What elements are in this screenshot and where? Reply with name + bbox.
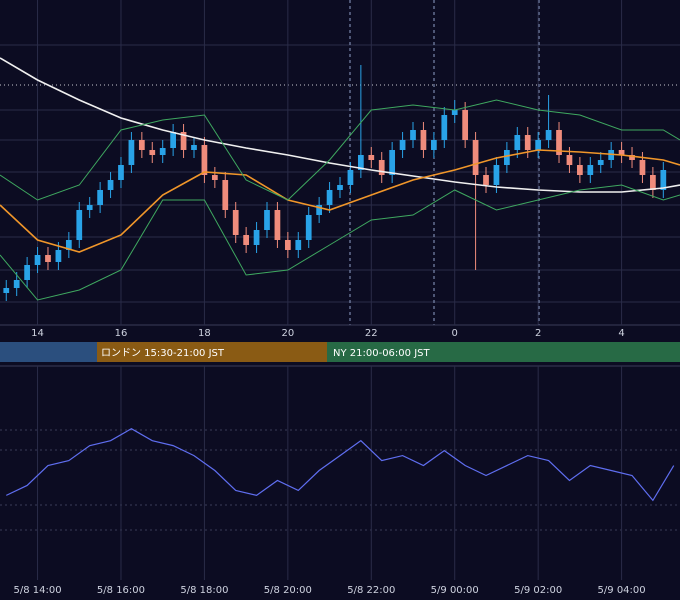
candle-body bbox=[420, 130, 427, 150]
indicator-line bbox=[0, 149, 680, 253]
candle-body bbox=[201, 145, 208, 175]
indicator-line bbox=[0, 184, 680, 301]
candle-body bbox=[264, 210, 270, 230]
x-tick-label: 5/9 00:00 bbox=[431, 585, 479, 596]
candle-body bbox=[76, 210, 83, 240]
candle-body bbox=[577, 165, 583, 175]
candle-body bbox=[535, 140, 542, 150]
candle-body bbox=[180, 132, 187, 150]
candle-body bbox=[430, 140, 437, 150]
candle-body bbox=[462, 110, 469, 140]
candle-body bbox=[316, 205, 323, 215]
candle-body bbox=[305, 215, 312, 240]
x-tick-label: 5/9 04:00 bbox=[598, 585, 646, 596]
candle-body bbox=[545, 130, 552, 140]
candle-body bbox=[138, 140, 145, 150]
candle-body bbox=[524, 135, 531, 150]
x-tick-label: 4 bbox=[618, 328, 624, 339]
candle-body bbox=[55, 250, 62, 262]
candle-body bbox=[410, 130, 416, 140]
x-tick-label: 16 bbox=[115, 328, 128, 339]
osc-line bbox=[5, 428, 675, 502]
candle-body bbox=[3, 288, 10, 293]
session-lines bbox=[349, 0, 540, 325]
candle-body bbox=[128, 140, 135, 165]
candle-body bbox=[24, 265, 30, 280]
candle-body bbox=[399, 140, 406, 150]
candle-body bbox=[13, 280, 20, 288]
candle-body bbox=[514, 135, 521, 150]
candle-body bbox=[45, 255, 51, 262]
candle-body bbox=[472, 140, 479, 175]
x-tick-label: 5/8 18:00 bbox=[180, 585, 228, 596]
candle-body bbox=[337, 185, 343, 190]
candle-body bbox=[222, 180, 229, 210]
x-tick-label: 5/9 02:00 bbox=[514, 585, 562, 596]
session-asia bbox=[0, 342, 97, 362]
candle-body bbox=[253, 230, 260, 245]
x-tick-label: 14 bbox=[31, 328, 44, 339]
candle-body bbox=[159, 148, 166, 155]
candle-body bbox=[441, 115, 448, 140]
candle-body bbox=[274, 210, 281, 240]
candle-body bbox=[650, 175, 656, 190]
x-tick-label: 5/8 20:00 bbox=[264, 585, 312, 596]
candle-body bbox=[107, 180, 114, 190]
candle-body bbox=[378, 160, 385, 175]
candle-body bbox=[639, 160, 646, 175]
candle-body bbox=[618, 150, 625, 155]
x-tick-label: 5/8 16:00 bbox=[97, 585, 145, 596]
indicator-line bbox=[0, 99, 680, 201]
candle-body bbox=[170, 132, 176, 148]
candle-body bbox=[629, 155, 635, 160]
candle-body bbox=[556, 130, 562, 155]
candle-body bbox=[326, 190, 333, 205]
candle-body bbox=[504, 150, 510, 165]
candle-body bbox=[232, 210, 239, 235]
x-tick-label: 22 bbox=[365, 328, 378, 339]
session-ny bbox=[327, 342, 680, 362]
candle-body bbox=[357, 155, 364, 170]
indicator-line bbox=[0, 57, 680, 193]
candle-body bbox=[65, 240, 72, 250]
candle-body bbox=[368, 155, 375, 160]
x-tick-label: 18 bbox=[198, 328, 211, 339]
candle-body bbox=[451, 110, 458, 115]
candle-body bbox=[284, 240, 291, 250]
x-tick-label: 0 bbox=[452, 328, 458, 339]
session-label: NY 21:00-06:00 JST bbox=[333, 348, 430, 359]
candle-body bbox=[483, 175, 489, 185]
candle-body bbox=[86, 205, 93, 210]
candle-body bbox=[97, 190, 103, 205]
candle-body bbox=[493, 165, 500, 185]
candle-body bbox=[347, 170, 354, 185]
osc-grid bbox=[0, 429, 680, 531]
candle-body bbox=[191, 145, 197, 150]
candle-body bbox=[211, 175, 218, 180]
candle-body bbox=[34, 255, 41, 265]
x-tick-label: 2 bbox=[535, 328, 541, 339]
candle-body bbox=[149, 150, 156, 155]
candle-body bbox=[660, 170, 667, 190]
session-london bbox=[97, 342, 327, 362]
x-tick-label: 5/8 22:00 bbox=[347, 585, 395, 596]
candle-body bbox=[597, 160, 604, 165]
candle-body bbox=[118, 165, 124, 180]
x-tick-label: 5/8 14:00 bbox=[13, 585, 61, 596]
x-tick-label: 20 bbox=[281, 328, 294, 339]
candle-body bbox=[243, 235, 250, 245]
candle-body bbox=[566, 155, 573, 165]
candle-body bbox=[587, 165, 594, 175]
candle-body bbox=[389, 150, 396, 175]
candle-body bbox=[295, 240, 302, 250]
session-label: ロンドン 15:30-21:00 JST bbox=[101, 348, 225, 359]
